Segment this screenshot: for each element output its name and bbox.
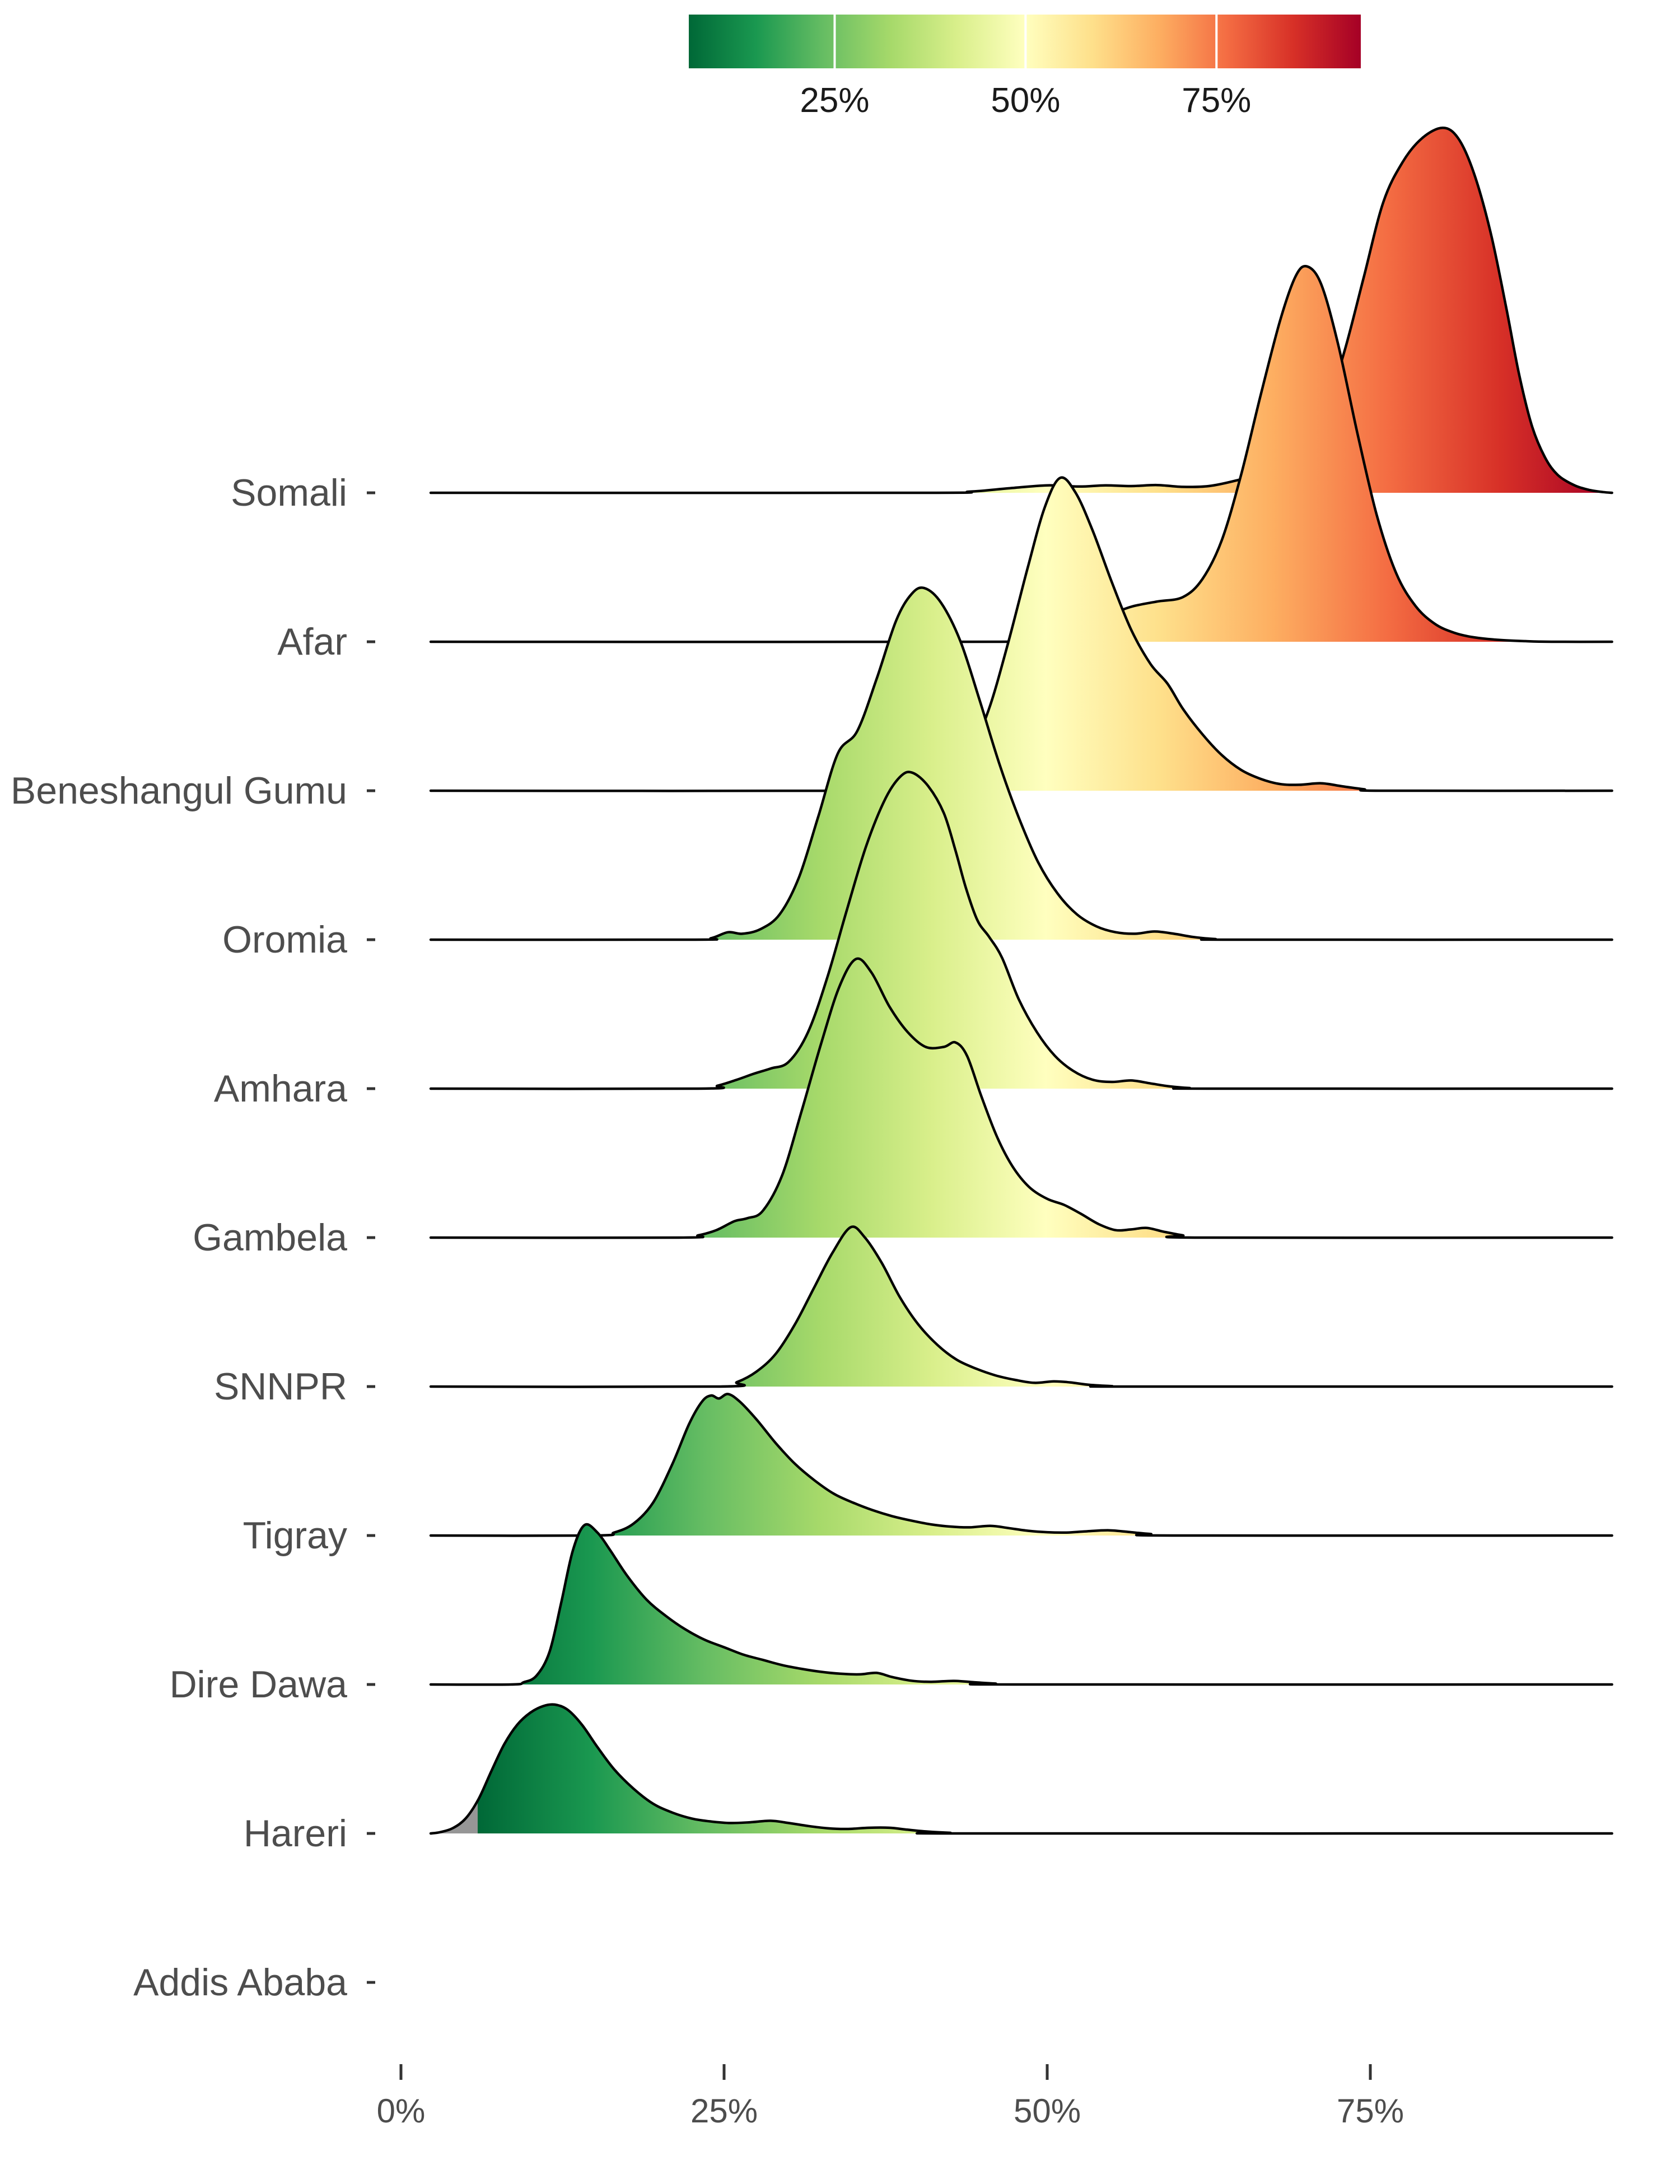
legend-tick-mark <box>1024 15 1027 68</box>
ridge-line-oromia <box>429 586 1613 941</box>
y-axis-label-somali: Somali <box>231 472 347 514</box>
ridge-fill-afar <box>431 266 1612 642</box>
x-tick-50% <box>1046 2064 1049 2080</box>
y-tick-dire-dawa <box>367 1683 375 1686</box>
legend-tick-mark <box>1215 15 1218 68</box>
legend-tick-label: 75% <box>1182 81 1251 120</box>
x-axis-label-25%: 25% <box>690 2092 758 2130</box>
x-tick-25% <box>722 2064 726 2080</box>
y-axis: Somali Afar Beneshangul Gumu Oromia Amhara Ga… <box>11 472 375 2004</box>
ridge-fill-oromia <box>431 587 1612 940</box>
y-axis-label-oromia: Oromia <box>222 918 347 961</box>
y-tick-afar <box>367 640 375 643</box>
ridge-fill-beneshangul-gumu <box>431 477 1612 791</box>
ridge-fill-somali <box>431 128 1612 493</box>
y-axis-label-amhara: Amhara <box>214 1067 347 1110</box>
ridge-line-snnpr <box>429 1225 1613 1388</box>
x-axis: 0% 25% 50% 75% <box>377 2064 1404 2130</box>
y-axis-label-tigray: Tigray <box>243 1514 347 1557</box>
y-tick-oromia <box>367 938 375 941</box>
ridge-line-gambela <box>429 957 1613 1239</box>
y-tick-amhara <box>367 1087 375 1090</box>
x-axis-label-0%: 0% <box>377 2092 426 2130</box>
x-axis-label-75%: 75% <box>1337 2092 1404 2130</box>
ridges <box>429 127 1613 1835</box>
y-axis-label-afar: Afar <box>277 620 347 663</box>
legend-tick-label: 50% <box>991 81 1060 120</box>
legend-ticks <box>833 15 1218 68</box>
y-tick-beneshangul-gumu <box>367 789 375 792</box>
y-tick-snnpr <box>367 1385 375 1388</box>
y-tick-addis-ababa <box>367 1981 375 1984</box>
legend-tick-mark <box>833 15 836 68</box>
y-tick-gambela <box>367 1236 375 1239</box>
ridge-fill-tigray <box>431 1394 1612 1536</box>
ridge-fill-gambela <box>431 958 1612 1238</box>
ridge-fill-dire-dawa <box>431 1524 1612 1685</box>
ridge-line-hareri <box>429 1703 1613 1835</box>
ridge-fill-hareri <box>431 1704 1612 1834</box>
y-axis-label-beneshangul-gumu: Beneshangul Gumu <box>11 769 347 812</box>
legend: 25% 50% 75% <box>689 15 1361 120</box>
ridge-line-tigray <box>429 1393 1613 1537</box>
y-axis-label-hareri: Hareri <box>244 1812 347 1855</box>
ridge-fill-snnpr <box>431 1226 1612 1387</box>
y-axis-label-dire-dawa: Dire Dawa <box>170 1663 348 1706</box>
y-axis-label-snnpr: SNNPR <box>214 1365 347 1408</box>
x-axis-label-50%: 50% <box>1014 2092 1081 2130</box>
y-tick-hareri <box>367 1832 375 1835</box>
ridge-line-somali <box>429 127 1613 494</box>
y-axis-label-addis-ababa: Addis Ababa <box>133 1961 347 2004</box>
ridge-line-amhara <box>429 771 1613 1090</box>
y-tick-tigray <box>367 1534 375 1537</box>
y-tick-somali <box>367 491 375 494</box>
ridge-fill-amhara <box>431 772 1612 1089</box>
x-tick-0% <box>399 2064 403 2080</box>
legend-tick-label: 25% <box>800 81 869 120</box>
ridge-line-dire-dawa <box>429 1523 1613 1686</box>
legend-labels: 25% 50% 75% <box>800 81 1251 120</box>
y-axis-label-gambela: Gambela <box>193 1216 347 1259</box>
x-tick-75% <box>1369 2064 1372 2080</box>
